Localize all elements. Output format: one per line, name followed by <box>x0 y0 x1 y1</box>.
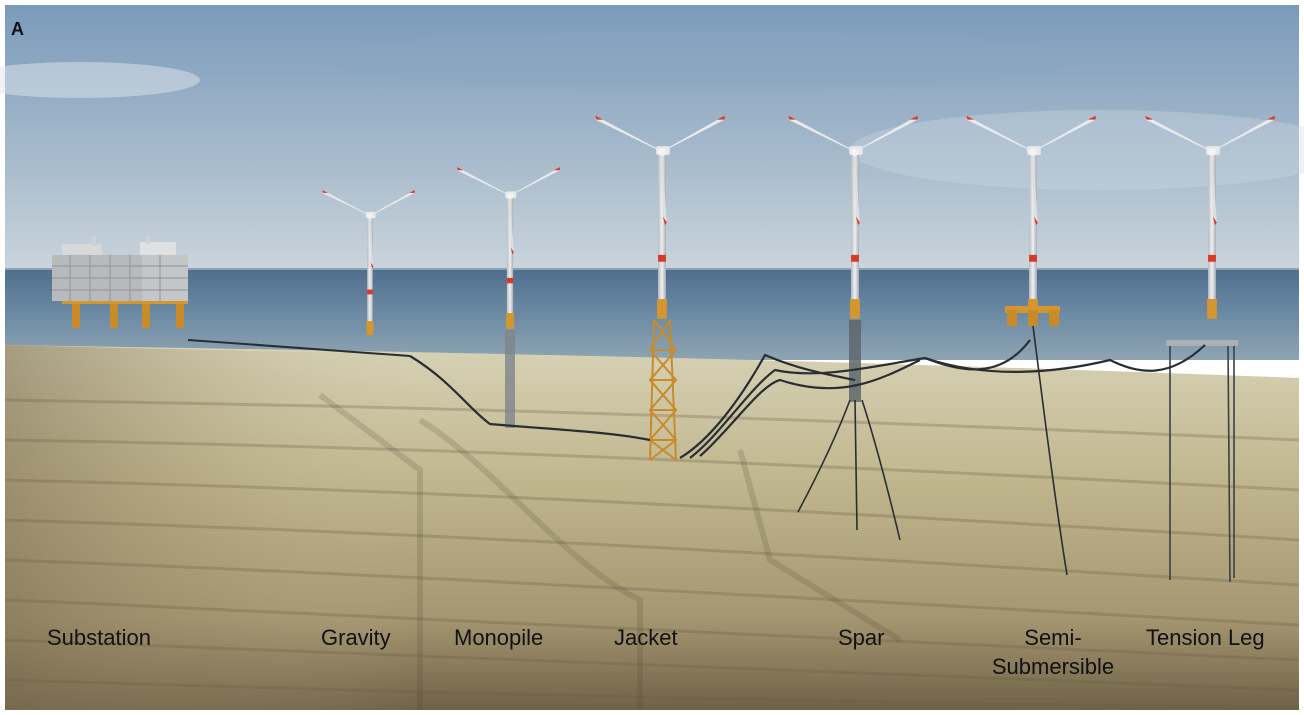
mooring-lines <box>797 325 1068 576</box>
label-monopile: Monopile <box>454 625 544 650</box>
array-cables <box>409 339 1206 459</box>
panel-letter: A <box>11 19 24 39</box>
label-semi-submersible-line2: Submersible <box>991 654 1115 679</box>
jacket-foundation <box>648 319 678 461</box>
tension-leg-platform <box>1166 340 1238 583</box>
label-gravity: Gravity <box>321 625 391 650</box>
sky <box>5 5 1299 273</box>
label-semi-submersible-line1: Semi- <box>1024 625 1082 650</box>
substation-platform <box>52 236 188 328</box>
label-tension-leg: Tension Leg <box>1146 625 1265 650</box>
spar-foundation <box>849 320 861 402</box>
label-semi-submersible: Semi- Submersible <box>978 623 1128 681</box>
label-jacket: Jacket <box>614 625 678 650</box>
monopile-foundation <box>505 330 515 428</box>
export-cable <box>187 339 411 357</box>
semi-submersible-platform <box>1005 306 1060 326</box>
sea-surface <box>5 268 1299 360</box>
label-spar: Spar <box>838 625 885 650</box>
label-substation: Substation <box>47 625 151 650</box>
